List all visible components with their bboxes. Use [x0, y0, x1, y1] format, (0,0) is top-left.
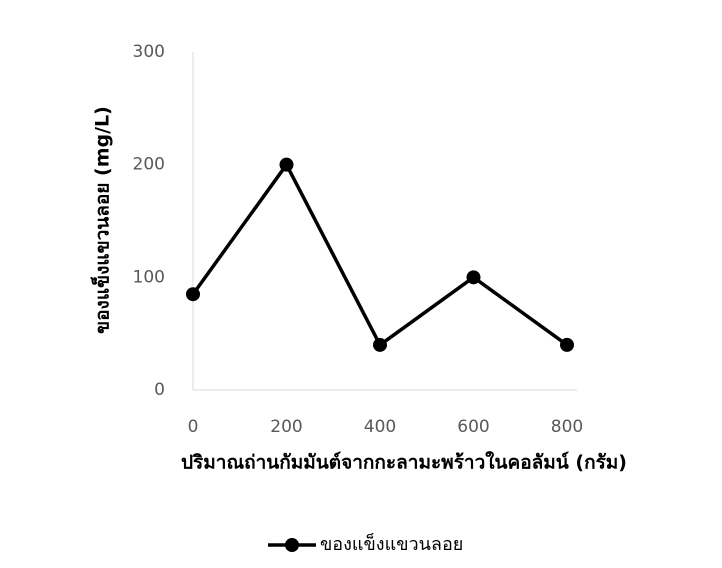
x-tick-label: 400 [364, 417, 396, 437]
data-point [186, 287, 200, 302]
data-point [466, 270, 481, 285]
data-point [373, 337, 387, 352]
y-tick-label: 300 [133, 42, 165, 62]
y-tick-label: 0 [154, 380, 165, 400]
data-point [279, 157, 294, 172]
y-tick-label: 100 [133, 267, 165, 287]
legend-label: ของแข็งแขวนลอย [320, 532, 463, 555]
y-tick-label: 200 [133, 155, 165, 175]
x-tick-label: 600 [457, 417, 489, 437]
x-tick-label: 0 [188, 417, 199, 437]
x-axis-title: ปริมาณถ่านกัมมันต์จากกะลามะพร้าวในคอลัมน… [181, 451, 627, 474]
x-tick-label: 800 [551, 417, 583, 437]
legend-marker [285, 538, 299, 552]
x-tick-label: 200 [270, 417, 302, 437]
data-point [560, 337, 574, 352]
y-axis-title: ของแข็งแขวนลอย (mg/L) [90, 106, 114, 334]
